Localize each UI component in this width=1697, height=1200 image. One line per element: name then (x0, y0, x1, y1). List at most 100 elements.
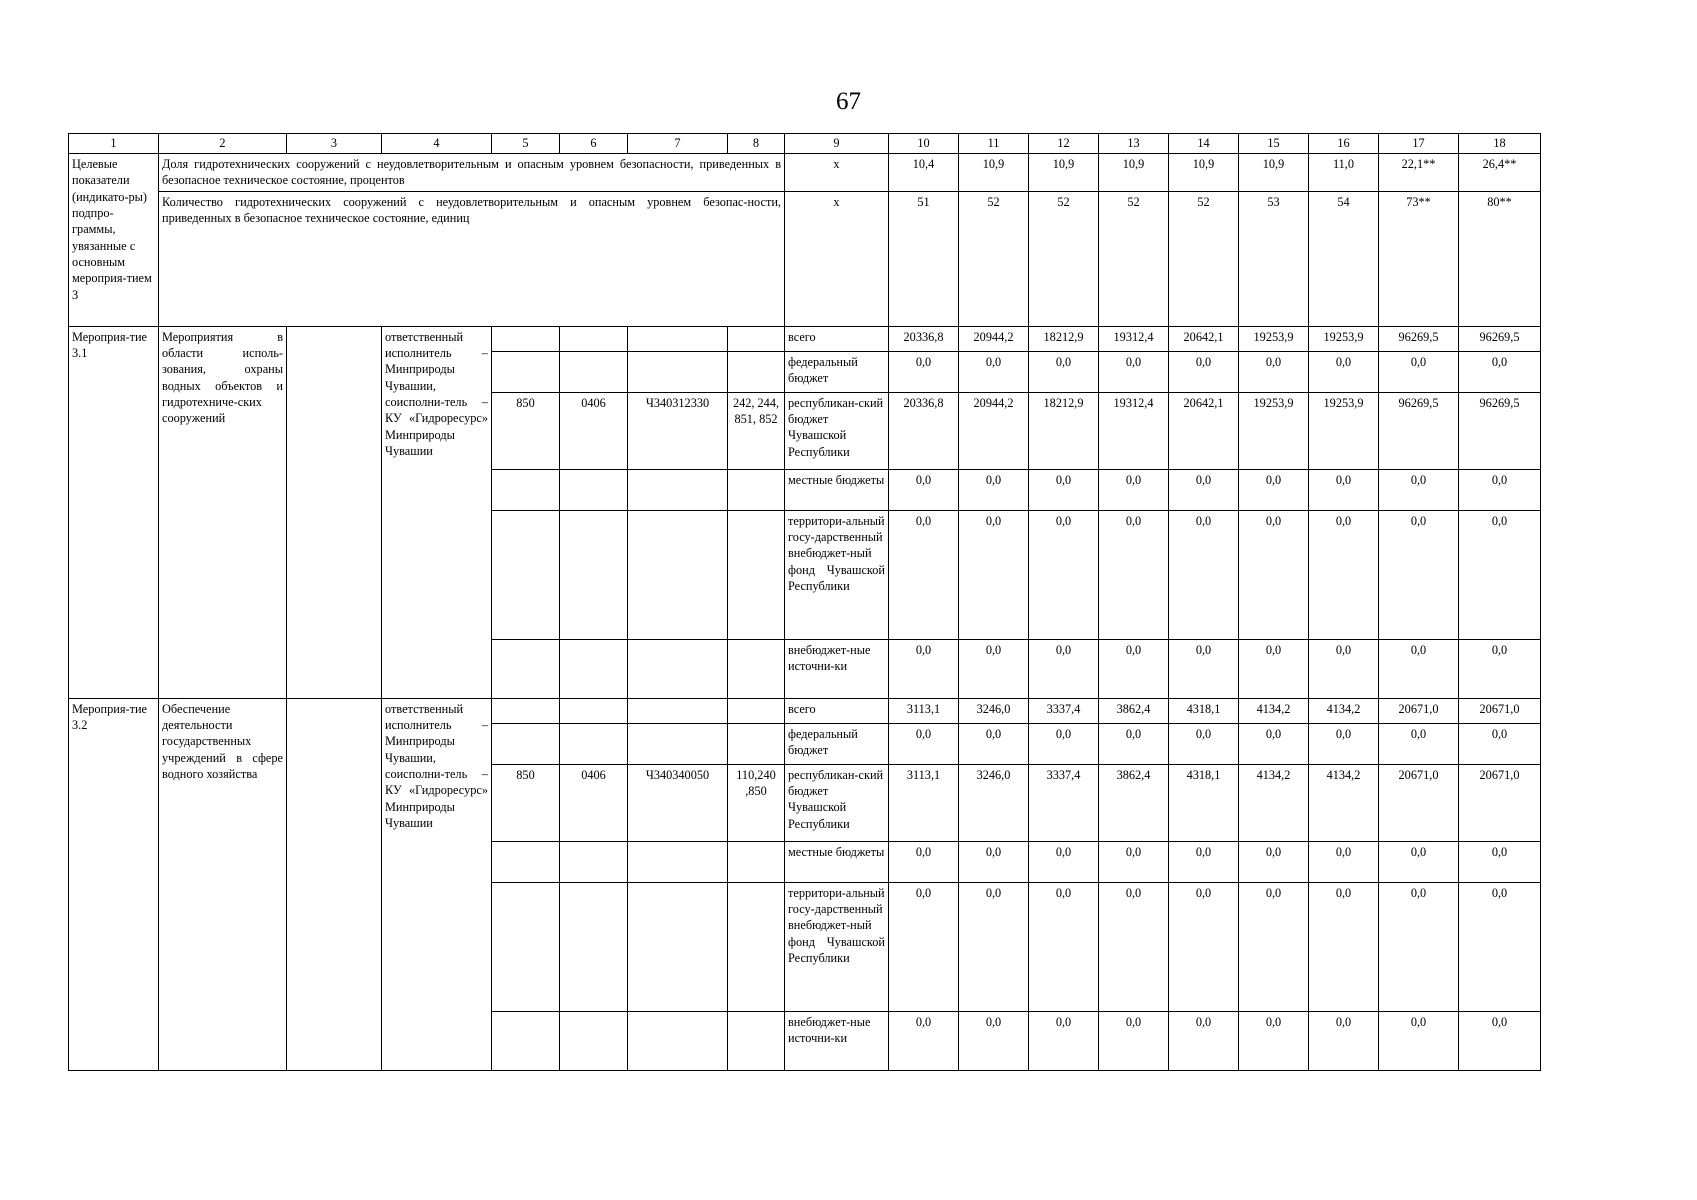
event-3-1-r4-v18: 0,0 (1458, 509, 1541, 640)
table-row: территори-альный госу-дарственный внебюд… (69, 509, 1541, 640)
event-3-2-r1-v12: 0,0 (1028, 722, 1099, 765)
table-row: Мероприя-тие 3.1 Мероприятия в области и… (68, 325, 1541, 699)
event-3-1-r1-v12: 0,0 (1028, 350, 1099, 393)
event-3-2-col3 (286, 697, 382, 1071)
event-3-1-r4-col5 (491, 509, 560, 640)
event-3-1-col3 (286, 325, 382, 699)
event-3-2-r5-col8 (727, 1010, 785, 1071)
event-3-1-r2-v13: 19312,4 (1098, 391, 1169, 470)
event-3-2-r4-label: территори-альный госу-дарственный внебюд… (784, 881, 889, 1012)
indicator-2-v11: 52 (958, 190, 1029, 327)
event-3-2-r5-col7 (627, 1010, 728, 1071)
column-number-14: 14 (1168, 133, 1239, 154)
event-3-1-r0-v13: 19312,4 (1098, 325, 1169, 352)
column-number-16: 16 (1308, 133, 1379, 154)
event-3-1-r4-v14: 0,0 (1168, 509, 1239, 640)
column-number-9: 9 (784, 133, 889, 154)
event-3-1-r3-v14: 0,0 (1168, 468, 1239, 511)
event-3-1-r2-label: республикан-ский бюджет Чувашской Респуб… (784, 391, 889, 470)
event-3-2-r0-col6 (559, 697, 628, 724)
event-3-2-r1-col7 (627, 722, 728, 765)
event-3-1-r0-col8 (727, 325, 785, 352)
event-3-2-r0-col8 (727, 697, 785, 724)
column-number-17: 17 (1378, 133, 1459, 154)
event-3-1-r4-col7 (627, 509, 728, 640)
column-number-2: 2 (158, 133, 287, 154)
column-number-5: 5 (491, 133, 560, 154)
event-3-2-r4-col5 (491, 881, 560, 1012)
event-3-2-r4-v12: 0,0 (1028, 881, 1099, 1012)
event-3-2-r0-v14: 4318,1 (1168, 697, 1239, 724)
event-3-2-r4-v18: 0,0 (1458, 881, 1541, 1012)
indicator-1-v18: 26,4** (1458, 153, 1541, 192)
table-row: 850 0406 Ч340340050 110,240 ,850 республ… (69, 763, 1541, 842)
event-3-2-r2-v15: 4134,2 (1238, 763, 1309, 842)
event-3-2-r5-v12: 0,0 (1028, 1010, 1099, 1071)
table-row: территори-альный госу-дарственный внебюд… (69, 881, 1541, 1012)
event-3-2-r0-v12: 3337,4 (1028, 697, 1099, 724)
event-3-1-r1-v16: 0,0 (1308, 350, 1379, 393)
event-3-2-r5-col6 (559, 1010, 628, 1071)
event-3-1-r5-v18: 0,0 (1458, 638, 1541, 699)
event-3-2-r2-v11: 3246,0 (958, 763, 1029, 842)
event-3-1-r5-v13: 0,0 (1098, 638, 1169, 699)
indicator-2-v15: 53 (1238, 190, 1309, 327)
event-3-1-label: Мероприя-тие 3.1 (68, 325, 159, 699)
event-3-2-r0-v18: 20671,0 (1458, 697, 1541, 724)
budget-table-container: 1 2 3 4 5 6 7 8 9 10 11 12 13 14 15 16 1 (68, 133, 1541, 1071)
event-3-2-r3-col8 (727, 840, 785, 883)
column-number-6: 6 (559, 133, 628, 154)
event-3-1-r0-v17: 96269,5 (1378, 325, 1459, 352)
indicator-1-v14: 10,9 (1168, 153, 1239, 192)
event-3-1-r0-v10: 20336,8 (888, 325, 959, 352)
event-3-2-r1-v11: 0,0 (958, 722, 1029, 765)
event-3-1-r1-col7 (627, 350, 728, 393)
event-3-1-r5-col7 (627, 638, 728, 699)
event-3-1-r0-col6 (559, 325, 628, 352)
event-3-1-r5-col8 (727, 638, 785, 699)
event-3-1-r1-label: федеральный бюджет (784, 350, 889, 393)
event-3-1-r1-v10: 0,0 (888, 350, 959, 393)
event-3-2-label: Мероприя-тие 3.2 (68, 697, 159, 1071)
indicator-1-v15: 10,9 (1238, 153, 1309, 192)
event-3-1-r4-col6 (559, 509, 628, 640)
event-3-1-r0-label: всего (784, 325, 889, 352)
event-3-1-col8: 242, 244, 851, 852 (727, 391, 785, 470)
event-3-2-r4-col8 (727, 881, 785, 1012)
table-row: федеральный бюджет 0,0 0,0 0,0 0,0 0,0 0… (69, 722, 1541, 765)
column-number-13: 13 (1098, 133, 1169, 154)
event-3-1-r0-v14: 20642,1 (1168, 325, 1239, 352)
event-3-2-r0-col7 (627, 697, 728, 724)
event-3-1-r5-col5 (491, 638, 560, 699)
event-3-1-r1-v13: 0,0 (1098, 350, 1169, 393)
event-3-1-r5-label: внебюджет-ные источни-ки (784, 638, 889, 699)
event-3-2-r2-v12: 3337,4 (1028, 763, 1099, 842)
event-3-2-r1-v13: 0,0 (1098, 722, 1169, 765)
column-number-15: 15 (1238, 133, 1309, 154)
event-3-1-r4-v17: 0,0 (1378, 509, 1459, 640)
indicator-text-2: Количество гидротехнических сооружений с… (158, 190, 785, 327)
event-3-2-executor: ответственный исполнитель – Минприроды Ч… (381, 697, 492, 1071)
table-row: Целевые показатели (индикато-ры) подпро-… (68, 153, 1541, 327)
event-3-2-r0-label: всего (784, 697, 889, 724)
event-3-2-r1-col6 (559, 722, 628, 765)
event-3-2-r4-col6 (559, 881, 628, 1012)
event-3-1-r2-v16: 19253,9 (1308, 391, 1379, 470)
event-3-2-col6: 0406 (559, 763, 628, 842)
event-3-2-r2-label: республикан-ский бюджет Чувашской Респуб… (784, 763, 889, 842)
event-3-2-r0-v17: 20671,0 (1378, 697, 1459, 724)
event-3-2-r1-v15: 0,0 (1238, 722, 1309, 765)
event-3-2-r4-v11: 0,0 (958, 881, 1029, 1012)
event-3-1-r5-v11: 0,0 (958, 638, 1029, 699)
event-3-2-r3-v15: 0,0 (1238, 840, 1309, 883)
indicator-2-v14: 52 (1168, 190, 1239, 327)
indicator-1-v12: 10,9 (1028, 153, 1099, 192)
indicator-2-v16: 54 (1308, 190, 1379, 327)
indicator-2-v17: 73** (1378, 190, 1459, 327)
event-3-1-r3-col7 (627, 468, 728, 511)
event-3-1-r3-v18: 0,0 (1458, 468, 1541, 511)
event-3-2-r1-v10: 0,0 (888, 722, 959, 765)
indicator-1-v13: 10,9 (1098, 153, 1169, 192)
event-3-1-r0-col5 (491, 325, 560, 352)
event-3-2-r1-col8 (727, 722, 785, 765)
